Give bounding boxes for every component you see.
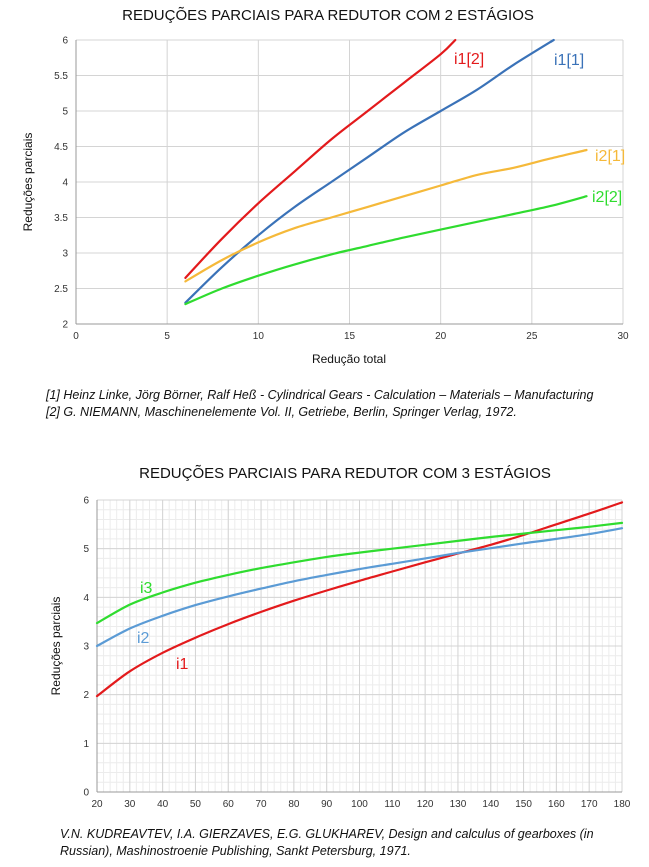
y-tick-label: 4.5 [54,142,68,153]
series-label-i21: i2[1] [595,148,625,165]
series-line-i2 [95,527,624,648]
y-tick-label: 2 [62,320,68,331]
y-tick-label: 2.5 [54,284,68,295]
y-tick-label: 6 [62,36,68,47]
chart-title: REDUÇÕES PARCIAIS PARA REDUTOR COM 2 EST… [122,7,534,24]
x-tick-label: 30 [124,799,136,810]
y-tick-label: 5 [62,107,68,118]
y-tick-label: 0 [83,788,89,799]
y-tick-label: 4 [62,178,68,189]
series-line-i3 [95,521,624,625]
x-tick-label: 100 [351,799,368,810]
series-label-i12: i1[2] [454,51,484,68]
series-line-i21 [184,148,588,283]
x-tick-label: 140 [482,799,499,810]
x-tick-label: 10 [253,331,265,342]
chart-title: REDUÇÕES PARCIAIS PARA REDUTOR COM 3 EST… [139,465,551,482]
series-label-i22: i2[2] [592,189,622,206]
x-tick-label: 25 [526,331,538,342]
series-label-i11: i1[1] [554,52,584,69]
references-chart-1: [1] Heinz Linke, Jörg Börner, Ralf Heß -… [46,387,641,421]
x-tick-label: 70 [256,799,268,810]
x-tick-label: 120 [417,799,434,810]
x-tick-label: 20 [435,331,447,342]
y-tick-label: 4 [83,593,89,604]
y-tick-label: 5.5 [54,71,68,82]
y-tick-label: 3 [83,642,89,653]
x-tick-label: 0 [73,331,79,342]
x-tick-label: 80 [288,799,300,810]
series-label-i1: i1 [176,656,189,673]
reference-1: [1] Heinz Linke, Jörg Börner, Ralf Heß -… [46,388,594,402]
series-line-i22 [184,195,588,306]
x-tick-label: 90 [321,799,333,810]
x-tick-label: 40 [157,799,169,810]
y-axis-label: Reduções parciais [21,133,35,232]
series-line-i11 [184,38,555,304]
x-tick-label: 160 [548,799,565,810]
x-tick-label: 130 [450,799,467,810]
x-tick-label: 15 [344,331,356,342]
series-line-i12 [184,38,457,279]
y-tick-label: 3.5 [54,213,68,224]
y-tick-label: 2 [83,690,89,701]
x-tick-label: 50 [190,799,202,810]
y-tick-label: 3 [62,249,68,260]
y-axis-label: Reduções parciais [49,597,63,696]
x-tick-label: 180 [614,799,631,810]
x-tick-label: 30 [617,331,629,342]
y-tick-label: 5 [83,544,89,555]
x-tick-label: 20 [91,799,103,810]
references-chart-2: V.N. KUDREAVTEV, I.A. GIERZAVES, E.G. GL… [60,826,630,860]
x-tick-label: 110 [384,799,400,810]
reference-2: [2] G. NIEMANN, Maschinenelemente Vol. I… [46,405,517,419]
y-tick-label: 1 [83,739,89,750]
chart-3-stages: REDUÇÕES PARCIAIS PARA REDUTOR COM 3 EST… [49,465,631,810]
chart-2-stages: REDUÇÕES PARCIAIS PARA REDUTOR COM 2 EST… [21,7,629,366]
x-tick-label: 150 [515,799,532,810]
x-tick-label: 5 [164,331,170,342]
x-tick-label: 170 [581,799,598,810]
x-axis-label: Redução total [312,352,386,366]
reference-kudreavtev: V.N. KUDREAVTEV, I.A. GIERZAVES, E.G. GL… [60,827,594,858]
x-tick-label: 60 [223,799,235,810]
series-label-i3: i3 [140,580,153,597]
y-tick-label: 6 [83,496,89,507]
series-label-i2: i2 [137,630,150,647]
